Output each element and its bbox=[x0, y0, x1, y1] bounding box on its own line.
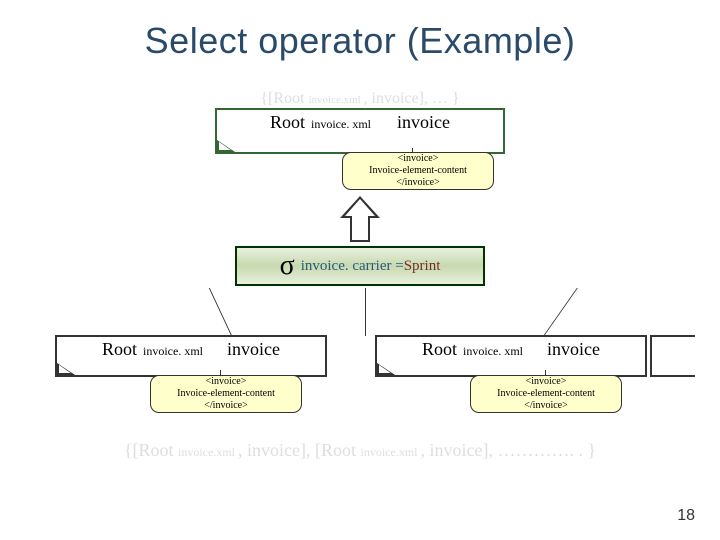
page-number: 18 bbox=[677, 507, 695, 525]
slide: Select operator (Example) {[Root invoice… bbox=[0, 0, 720, 540]
root-subscript: invoice. xml bbox=[311, 117, 371, 132]
sigma-icon: σ bbox=[280, 250, 295, 282]
select-operator-box: σ invoice. carrier =Sprint bbox=[235, 246, 485, 286]
invoice-content-callout-right: <invoice> Invoice-element-content </invo… bbox=[470, 375, 622, 413]
root-label: Root bbox=[270, 112, 305, 133]
connector-line bbox=[209, 288, 232, 336]
select-predicate: invoice. carrier =Sprint bbox=[301, 258, 441, 275]
invoice-content-callout-top: <invoice> Invoice-element-content </invo… bbox=[342, 152, 494, 190]
output-tuple-box: Root invoice. xml invoice bbox=[215, 108, 505, 154]
invoice-content-callout-left: <invoice> Invoice-element-content </invo… bbox=[150, 375, 302, 413]
folded-corner-icon bbox=[57, 363, 75, 375]
input-tuple-box-right: Root invoice. xml invoice bbox=[375, 335, 647, 377]
connector-line bbox=[365, 288, 366, 336]
folded-corner-icon bbox=[217, 140, 235, 152]
slide-title: Select operator (Example) bbox=[0, 20, 720, 62]
input-tuple-box-left: Root invoice. xml invoice bbox=[55, 335, 327, 377]
input-tuple-box-ghost bbox=[650, 335, 695, 377]
result-sequence-faded: {[Root invoice.xml , invoice], … } bbox=[0, 90, 720, 108]
input-sequence-faded: {[Root invoice.xml , invoice], [Root inv… bbox=[0, 440, 720, 461]
up-arrow-icon bbox=[340, 196, 380, 242]
connector-line bbox=[543, 288, 578, 336]
invoice-label: invoice bbox=[397, 112, 450, 133]
folded-corner-icon bbox=[377, 363, 395, 375]
